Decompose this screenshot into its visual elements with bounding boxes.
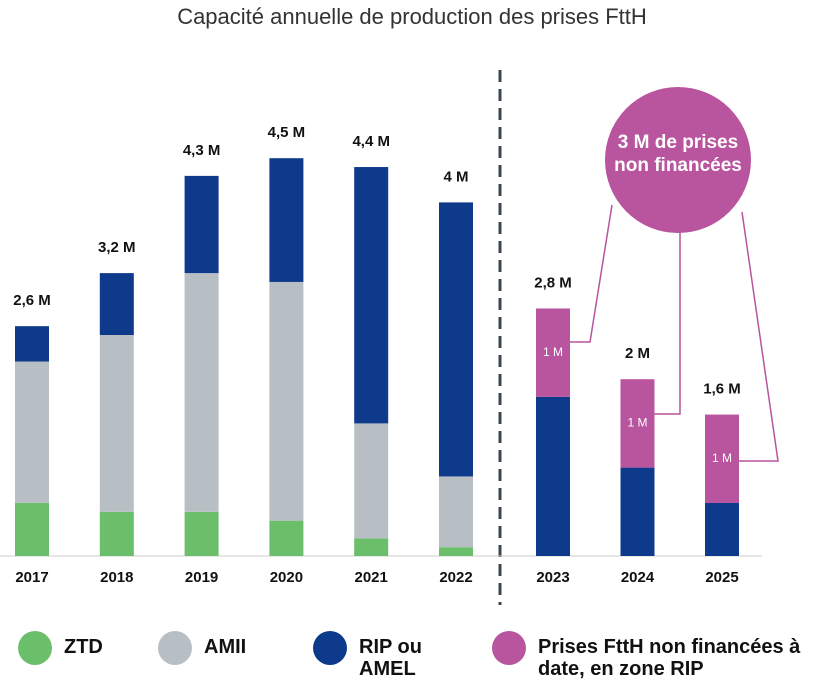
bar-segment bbox=[354, 167, 389, 424]
total-label: 4,5 M bbox=[268, 124, 306, 141]
connector bbox=[570, 204, 613, 343]
annotation-text: 3 M de prises bbox=[618, 132, 738, 153]
bar-segment bbox=[439, 476, 473, 548]
connector bbox=[739, 211, 779, 462]
total-label: 3,2 M bbox=[98, 239, 136, 256]
bar-segment bbox=[269, 281, 304, 521]
legend-swatch bbox=[313, 631, 347, 665]
total-label: 4,4 M bbox=[352, 133, 390, 150]
legend-label: RIP ou AMEL bbox=[359, 636, 422, 680]
bar-segment bbox=[184, 511, 219, 556]
bar-segment bbox=[15, 502, 49, 556]
bar-segment bbox=[620, 379, 655, 468]
bar-segment bbox=[15, 361, 49, 503]
total-label: 1,6 M bbox=[703, 381, 741, 398]
legend-label: ZTD bbox=[64, 636, 103, 658]
data-label: 1 M bbox=[627, 416, 647, 430]
x-tick-label: 2018 bbox=[100, 569, 133, 586]
legend-swatch bbox=[18, 631, 52, 665]
legend-label: Prises FttH non financées à date, en zon… bbox=[538, 636, 801, 680]
total-label: 2 M bbox=[625, 345, 650, 362]
annotation-circle bbox=[605, 87, 751, 233]
legend-item: Prises FttH non financées à date, en zon… bbox=[492, 631, 835, 680]
total-label: 4 M bbox=[443, 168, 468, 185]
bar-segment bbox=[536, 396, 570, 556]
bar-segment bbox=[99, 273, 134, 335]
annotation-text: non financées bbox=[614, 155, 742, 176]
legend-swatch bbox=[492, 631, 526, 665]
total-label: 4,3 M bbox=[183, 142, 221, 159]
bar-segment bbox=[354, 538, 389, 556]
x-tick-label: 2022 bbox=[439, 569, 472, 586]
bar-segment bbox=[15, 326, 49, 362]
bar-segment bbox=[439, 202, 473, 477]
bar-segment bbox=[705, 502, 739, 556]
legend-item: RIP ou AMEL bbox=[313, 631, 429, 680]
x-tick-label: 2020 bbox=[270, 569, 303, 586]
x-tick-label: 2017 bbox=[15, 569, 48, 586]
legend-item: ZTD bbox=[18, 631, 214, 665]
bar-segment bbox=[184, 273, 219, 512]
bar-segment bbox=[620, 467, 655, 556]
bar-segment bbox=[184, 175, 219, 274]
bar-segment bbox=[99, 335, 134, 512]
legend-swatch bbox=[158, 631, 192, 665]
bar-segment bbox=[705, 414, 739, 503]
total-label: 2,6 M bbox=[13, 292, 51, 309]
x-tick-label: 2023 bbox=[536, 569, 569, 586]
connectors bbox=[570, 204, 779, 462]
x-tick-label: 2021 bbox=[355, 569, 388, 586]
data-label: 1 M bbox=[543, 345, 563, 359]
bar-segment bbox=[439, 547, 473, 556]
legend-label: AMII bbox=[204, 636, 247, 658]
bar-segment bbox=[354, 423, 389, 539]
x-tick-label: 2019 bbox=[185, 569, 218, 586]
total-label: 2,8 M bbox=[534, 274, 572, 291]
connector bbox=[653, 232, 681, 415]
x-tick-label: 2025 bbox=[705, 569, 738, 586]
chart-title: Capacité annuelle de production des pris… bbox=[177, 4, 647, 29]
bar-segment bbox=[269, 520, 304, 556]
x-tick-label: 2024 bbox=[621, 569, 655, 586]
bar-segment bbox=[99, 511, 134, 556]
bar-segment bbox=[269, 158, 304, 282]
data-label: 1 M bbox=[712, 451, 732, 465]
bar-segment bbox=[536, 308, 570, 397]
legend-item: AMII bbox=[158, 631, 374, 665]
